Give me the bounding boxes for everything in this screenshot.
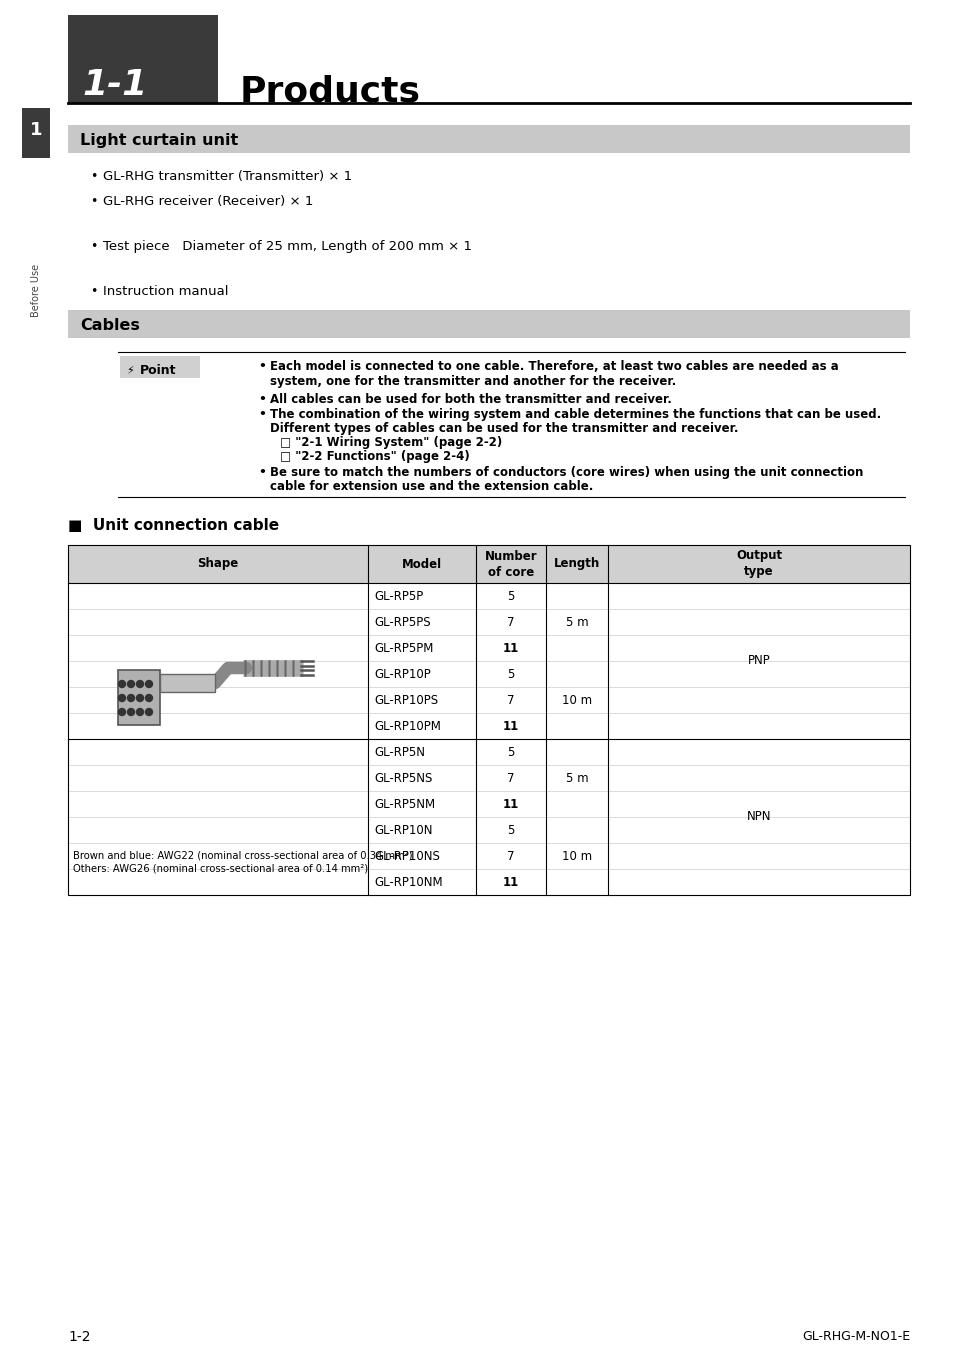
Text: ⚡: ⚡	[126, 366, 133, 376]
Text: 5: 5	[507, 824, 515, 836]
Text: Instruction manual: Instruction manual	[103, 285, 229, 299]
Circle shape	[136, 694, 143, 701]
Bar	[22, 108, 50, 158]
Text: GL-RP5P: GL-RP5P	[374, 589, 423, 603]
Text: □ "2-1 Wiring System" (page 2-2): □ "2-1 Wiring System" (page 2-2)	[280, 436, 501, 449]
Text: Light curtain unit: Light curtain unit	[80, 132, 238, 147]
Text: 11: 11	[502, 797, 518, 811]
Circle shape	[128, 681, 134, 688]
Text: Model: Model	[401, 558, 441, 570]
Text: 5 m: 5 m	[565, 771, 588, 785]
Text: 5: 5	[507, 746, 515, 758]
Text: 10 m: 10 m	[561, 693, 592, 707]
Bar	[68, 544, 909, 894]
Text: GL-RP10NS: GL-RP10NS	[374, 850, 439, 862]
Text: GL-RP5NS: GL-RP5NS	[374, 771, 432, 785]
Bar	[68, 544, 909, 894]
Text: 5: 5	[507, 589, 515, 603]
Text: •: •	[257, 466, 266, 480]
Text: •: •	[257, 393, 266, 407]
Text: GL-RP5PM: GL-RP5PM	[374, 642, 433, 654]
Bar	[68, 544, 909, 584]
Text: Others: AWG26 (nominal cross-sectional area of 0.14 mm²): Others: AWG26 (nominal cross-sectional a…	[73, 863, 368, 874]
Text: Length: Length	[554, 558, 599, 570]
Circle shape	[118, 681, 126, 688]
Text: •: •	[90, 170, 97, 182]
Circle shape	[128, 694, 134, 701]
Text: 11: 11	[502, 875, 518, 889]
Text: Be sure to match the numbers of conductors (core wires) when using the unit conn: Be sure to match the numbers of conducto…	[270, 466, 862, 480]
Text: GL-RP10P: GL-RP10P	[374, 667, 431, 681]
Text: PNP: PNP	[747, 654, 770, 667]
Text: GL-RHG-M-NO1-E: GL-RHG-M-NO1-E	[801, 1329, 909, 1343]
Text: Test piece   Diameter of 25 mm, Length of 200 mm × 1: Test piece Diameter of 25 mm, Length of …	[103, 240, 472, 253]
Text: Different types of cables can be used for the transmitter and receiver.: Different types of cables can be used fo…	[270, 422, 738, 435]
Circle shape	[118, 708, 126, 716]
Text: GL-RP10PS: GL-RP10PS	[374, 693, 437, 707]
Circle shape	[136, 681, 143, 688]
Text: 5: 5	[507, 667, 515, 681]
Circle shape	[146, 708, 152, 716]
Circle shape	[136, 708, 143, 716]
Text: GL-RP5N: GL-RP5N	[374, 746, 424, 758]
Text: 7: 7	[507, 693, 515, 707]
Bar	[68, 15, 218, 103]
Bar	[118, 670, 160, 725]
Text: GL-RP10N: GL-RP10N	[374, 824, 432, 836]
Text: 1-1: 1-1	[82, 68, 147, 101]
Circle shape	[118, 694, 126, 701]
Text: The combination of the wiring system and cable determines the functions that can: The combination of the wiring system and…	[270, 408, 881, 422]
Text: □ "2-2 Functions" (page 2-4): □ "2-2 Functions" (page 2-4)	[280, 450, 469, 463]
Text: Number
of core: Number of core	[484, 550, 537, 578]
Text: •: •	[257, 408, 266, 422]
Text: GL-RP5PS: GL-RP5PS	[374, 616, 430, 628]
Text: 7: 7	[507, 850, 515, 862]
Circle shape	[146, 681, 152, 688]
Text: GL-RP10PM: GL-RP10PM	[374, 720, 440, 732]
Text: Shape: Shape	[197, 558, 238, 570]
Circle shape	[146, 694, 152, 701]
Text: GL-RHG transmitter (Transmitter) × 1: GL-RHG transmitter (Transmitter) × 1	[103, 170, 352, 182]
Bar	[160, 674, 214, 692]
Bar	[68, 126, 909, 153]
Text: Brown and blue: AWG22 (nominal cross-sectional area of 0.34 mm²): Brown and blue: AWG22 (nominal cross-sec…	[73, 851, 412, 861]
Text: GL-RP5NM: GL-RP5NM	[374, 797, 435, 811]
Text: •: •	[257, 359, 266, 373]
Text: 1-2: 1-2	[68, 1329, 91, 1344]
Text: Before Use: Before Use	[30, 263, 41, 316]
Text: Cables: Cables	[80, 317, 140, 332]
Text: •: •	[90, 195, 97, 208]
Text: 1: 1	[30, 122, 42, 139]
Text: NPN: NPN	[746, 811, 770, 824]
Text: All cables can be used for both the transmitter and receiver.: All cables can be used for both the tran…	[270, 393, 671, 407]
Text: Products: Products	[240, 76, 420, 109]
Text: Point: Point	[140, 365, 176, 377]
Text: Output
type: Output type	[735, 550, 781, 578]
Text: 7: 7	[507, 616, 515, 628]
Text: •: •	[90, 285, 97, 299]
Text: •: •	[90, 240, 97, 253]
Text: ■  Unit connection cable: ■ Unit connection cable	[68, 517, 279, 534]
Text: GL-RHG receiver (Receiver) × 1: GL-RHG receiver (Receiver) × 1	[103, 195, 313, 208]
Circle shape	[128, 708, 134, 716]
Text: Each model is connected to one cable. Therefore, at least two cables are needed : Each model is connected to one cable. Th…	[270, 359, 838, 373]
Text: 11: 11	[502, 720, 518, 732]
Text: system, one for the transmitter and another for the receiver.: system, one for the transmitter and anot…	[270, 376, 676, 388]
Text: 10 m: 10 m	[561, 850, 592, 862]
Text: 7: 7	[507, 771, 515, 785]
Text: cable for extension use and the extension cable.: cable for extension use and the extensio…	[270, 480, 593, 493]
Bar	[120, 357, 200, 378]
Text: GL-RP10NM: GL-RP10NM	[374, 875, 442, 889]
Text: 5 m: 5 m	[565, 616, 588, 628]
Bar	[68, 309, 909, 338]
Text: 11: 11	[502, 642, 518, 654]
